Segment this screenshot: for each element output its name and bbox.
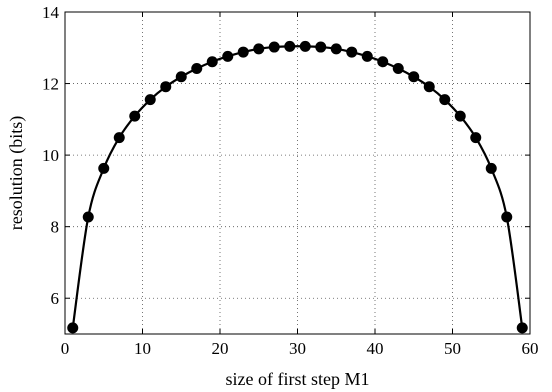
data-point-35 [330,43,342,55]
data-point-19 [206,56,218,68]
y-tick-label-8: 8 [51,218,60,237]
data-point-3 [82,211,94,223]
data-point-59 [516,322,528,334]
data-point-41 [377,56,389,68]
grid [65,12,530,334]
data-point-11 [144,94,156,106]
data-point-45 [408,71,420,83]
x-tick-label-50: 50 [444,339,461,358]
y-tick-label-6: 6 [51,289,60,308]
data-point-15 [175,71,187,83]
y-tick-label-14: 14 [42,3,60,22]
x-tick-label-20: 20 [212,339,229,358]
x-tick-label-10: 10 [134,339,151,358]
data-point-49 [439,94,451,106]
data-point-5 [98,162,110,174]
data-point-53 [470,132,482,144]
x-tick-label-60: 60 [522,339,539,358]
tick-labels: 0 10 20 30 40 50 60 6 8 10 12 14 [42,3,539,358]
data-point-29 [284,40,296,52]
data-point-57 [501,211,513,223]
data-point-31 [299,40,311,52]
data-point-9 [129,110,141,122]
data-point-47 [423,81,435,93]
data-point-13 [160,81,172,93]
ticks [64,11,531,334]
data-point-51 [454,110,466,122]
data-point-23 [237,46,249,58]
data-point-43 [392,63,404,75]
data-point-33 [315,41,327,53]
y-tick-label-12: 12 [42,75,59,94]
data-points [67,40,528,334]
data-point-39 [361,50,373,62]
data-point-27 [268,41,280,53]
x-tick-label-0: 0 [61,339,70,358]
data-point-25 [253,43,265,55]
y-tick-label-10: 10 [42,146,59,165]
data-point-17 [191,63,203,75]
x-tick-label-30: 30 [289,339,306,358]
data-point-37 [346,46,358,58]
y-axis-label: resolution (bits) [6,116,27,231]
data-point-7 [113,132,125,144]
series-line [71,45,524,329]
x-tick-label-40: 40 [367,339,384,358]
data-point-55 [485,162,497,174]
data-point-1 [67,322,79,334]
data-point-21 [222,50,234,62]
x-axis-label: size of first step M1 [226,369,370,389]
